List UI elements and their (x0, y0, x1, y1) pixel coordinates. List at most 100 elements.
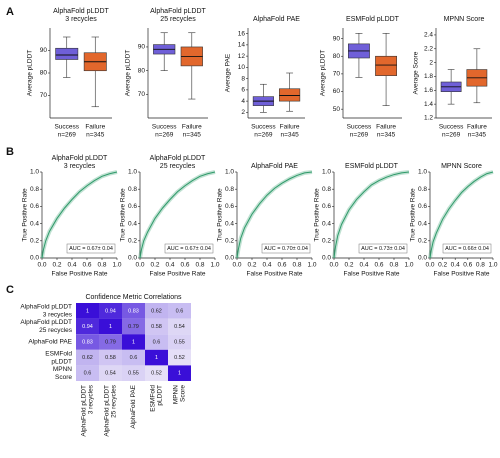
x-tick-label: 0.0 (329, 262, 338, 269)
heatmap-cell (168, 303, 191, 319)
panel-letter: A (6, 6, 14, 18)
heatmap-cell (122, 365, 145, 381)
y-tick-label: 6 (241, 87, 245, 94)
row-label: MPNN (53, 366, 72, 373)
x-tick-label: 0.0 (135, 262, 144, 269)
y-tick-label: 0.6 (418, 203, 427, 210)
annotation: AUC = 0.66± 0.04 (445, 246, 489, 252)
x-tick-label: 0.0 (232, 262, 241, 269)
x-tick-label: 0.6 (82, 262, 91, 269)
x-tick-label: 0.4 (359, 262, 368, 269)
chart-title: ESMFold pLDDT (346, 16, 400, 23)
y-tick-label: 70 (333, 71, 341, 78)
heatmap-cell (168, 318, 191, 335)
x-tick-label: Failure (182, 124, 202, 131)
column-label: 3 recycles (88, 384, 95, 414)
y-tick-label: 90 (138, 44, 146, 51)
column-label: pLDDT (157, 385, 164, 406)
heatmap-cell (76, 303, 99, 319)
y-tick-label: 2.4 (424, 32, 433, 39)
cell-label: 1 (178, 371, 181, 377)
column-label: Score (180, 385, 187, 402)
y-tick-label: 0.2 (418, 238, 427, 245)
chart-title: AlphaFold PAE (251, 163, 298, 170)
y-axis-label: Average pLDDT (27, 50, 34, 97)
y-tick-label: 2.2 (424, 45, 433, 52)
cell-label: 0.79 (128, 324, 139, 330)
chart-title: MPNN Score (444, 16, 485, 23)
roc-curve (139, 171, 216, 259)
y-tick-label: 0.4 (225, 220, 234, 227)
cell-label: 1 (109, 324, 112, 330)
cell-label: 0.52 (174, 355, 185, 361)
x-tick-label: Failure (376, 124, 396, 131)
y-tick-label: 1.0 (225, 169, 234, 176)
roc-curve (236, 171, 313, 259)
row-label: ESMFold (45, 350, 72, 357)
cell-label: 1 (155, 355, 158, 361)
x-tick-label: Failure (280, 124, 300, 131)
cell-label: 0.58 (151, 324, 162, 330)
x-axis-label: False Positive Rate (344, 271, 400, 278)
count-label: n=269 (442, 132, 461, 139)
box (279, 88, 301, 102)
y-axis-label: Average pLDDT (320, 50, 327, 97)
x-tick-label: 0.6 (277, 262, 286, 269)
y-tick-label: 2 (429, 59, 433, 66)
cell-label: 0.94 (105, 308, 116, 314)
x-tick-label: 0.4 (262, 262, 271, 269)
x-tick-label: 1.0 (488, 262, 497, 269)
y-tick-label: 1.0 (128, 169, 137, 176)
chart-title: AlphaFold pLDDT (52, 155, 108, 162)
x-tick-label: 0.4 (165, 262, 174, 269)
y-axis-label: Average PAE (225, 53, 232, 92)
x-tick-label: Success (347, 124, 372, 131)
heatmap-cell (145, 349, 168, 366)
y-axis-label: True Positive Rate (217, 188, 224, 242)
y-tick-label: 0.2 (322, 238, 331, 245)
count-label: n=269 (155, 132, 174, 139)
chart-title: AlphaFold pLDDT (150, 155, 206, 162)
box (375, 55, 397, 76)
cell-label: 0.94 (82, 324, 93, 330)
y-tick-label: 0.8 (418, 186, 427, 193)
y-tick-label: 0.8 (128, 186, 137, 193)
x-tick-label: Success (251, 124, 276, 131)
chart-title: MPNN Score (441, 163, 482, 170)
heatmap-cell (76, 349, 99, 366)
y-tick-label: 1.0 (418, 169, 427, 176)
y-tick-label: 14 (238, 42, 246, 49)
roc-curve (333, 171, 410, 259)
y-tick-label: 90 (333, 35, 341, 42)
cell-label: 0.54 (105, 371, 116, 377)
heatmap-cell (122, 334, 145, 350)
x-tick-label: 1.0 (404, 262, 413, 269)
x-tick-label: 0.8 (195, 262, 204, 269)
annotation-box (261, 243, 311, 254)
y-tick-label: 1.0 (30, 169, 39, 176)
heatmap-cell (99, 365, 122, 381)
y-axis-label: True Positive Rate (314, 188, 321, 242)
y-tick-label: 0.4 (418, 220, 427, 227)
row-label: pLDDT (51, 358, 72, 365)
y-tick-label: 70 (40, 92, 48, 99)
y-axis-label: Average Score (413, 51, 420, 94)
y-tick-label: 1.0 (322, 169, 331, 176)
y-tick-label: 0.4 (128, 220, 137, 227)
y-tick-label: 0.0 (322, 255, 331, 262)
y-tick-label: 0.6 (225, 203, 234, 210)
annotation: AUC = 0.70± 0.04 (264, 246, 308, 252)
y-axis-label: Average pLDDT (125, 50, 132, 97)
x-tick-label: Success (439, 124, 464, 131)
y-tick-label: 70 (138, 91, 146, 98)
x-tick-label: 0.2 (247, 262, 256, 269)
x-tick-label: 1.0 (210, 262, 219, 269)
chart-title: AlphaFold PAE (253, 16, 300, 23)
y-tick-label: 0.0 (128, 255, 137, 262)
y-tick-label: 4 (241, 98, 245, 105)
x-tick-label: 0.2 (438, 262, 447, 269)
count-label: n=345 (183, 132, 202, 139)
cell-label: 0.55 (128, 371, 139, 377)
x-tick-label: Failure (467, 124, 487, 131)
row-label: AlphaFold PAE (28, 339, 72, 346)
